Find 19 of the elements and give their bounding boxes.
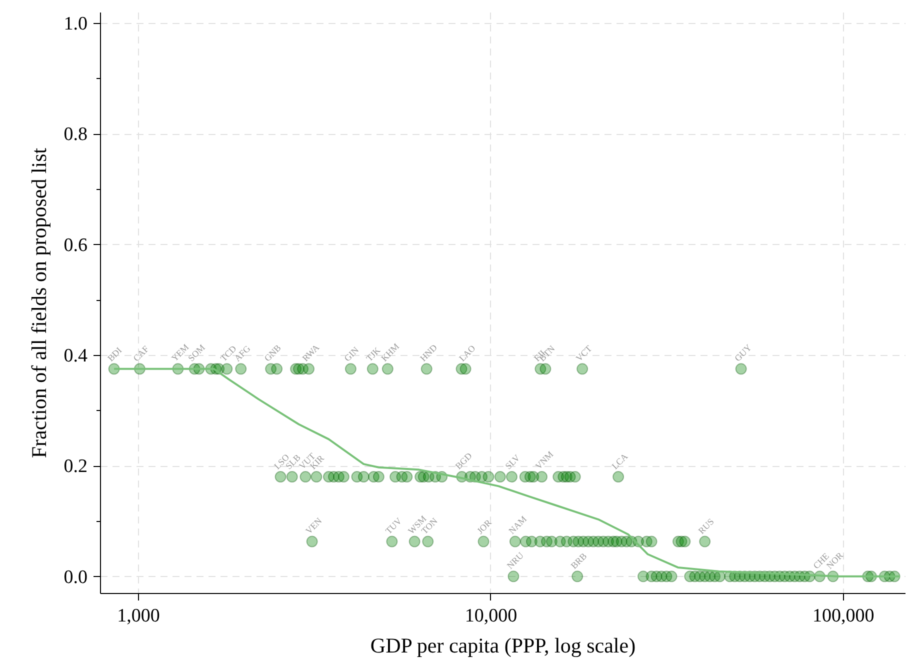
annotation: VEN: [304, 515, 324, 536]
y-tick-label: 1.0: [64, 14, 88, 35]
x-tick-label: 100,000: [812, 606, 874, 626]
annotation: GIN: [342, 344, 361, 364]
x-axis-title: GDP per capita (PPP, log scale): [370, 634, 636, 658]
y-tick-label: 0.6: [64, 234, 88, 256]
annotation: SLV: [503, 452, 522, 472]
annotation: TJK: [364, 344, 383, 364]
y-tick-label: 0.0: [64, 566, 88, 588]
y-tick-label: 0.8: [64, 124, 88, 146]
y-tick-label: 0.4: [64, 346, 88, 367]
x-tick-label: 1,000: [117, 606, 160, 626]
annotation: BDI: [106, 345, 124, 364]
annotation: JOR: [475, 517, 494, 536]
y-tick-label: 0.2: [64, 456, 88, 478]
annotation: LCA: [610, 450, 630, 472]
y-axis-title: Fraction of all fields on proposed list: [26, 148, 51, 458]
x-tick-label: 10,000: [464, 606, 518, 626]
annotation: VCT: [574, 343, 594, 364]
